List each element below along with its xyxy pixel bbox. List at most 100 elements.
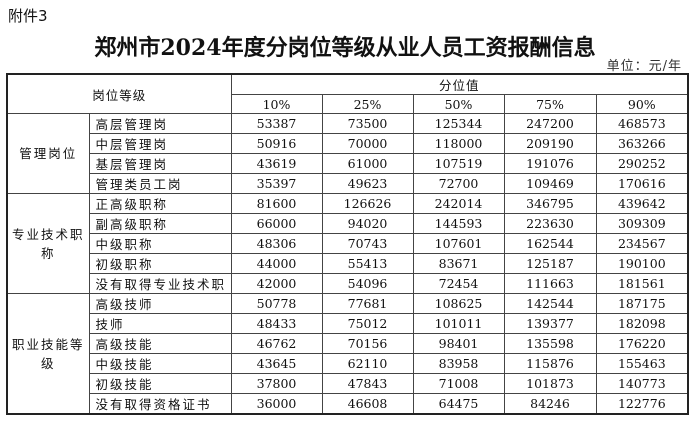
header-quantile: 分位值 [230, 73, 689, 95]
value-cell: 346795 [503, 193, 597, 214]
value-cell: 48306 [230, 233, 323, 254]
category-cell: 管理岗位 [6, 113, 90, 194]
header-job-level: 岗位等级 [6, 73, 232, 114]
value-cell: 144593 [412, 213, 505, 234]
value-cell: 37800 [230, 373, 323, 394]
value-cell: 83671 [412, 253, 505, 274]
value-cell: 209190 [503, 133, 597, 154]
value-cell: 162544 [503, 233, 597, 254]
value-cell: 234567 [595, 233, 689, 254]
table-row: 没有取得资格证书 36000 46608 64475 84246 122776 [7, 393, 689, 415]
table-row: 技师 48433 75012 101011 139377 182098 [7, 313, 689, 334]
value-cell: 135598 [503, 333, 597, 354]
job-level-cell: 技师 [88, 313, 232, 334]
job-level-cell: 没有取得专业技术职 [88, 273, 232, 294]
value-cell: 83958 [412, 353, 505, 374]
table-row: 没有取得专业技术职 42000 54096 72454 111663 181561 [7, 273, 689, 294]
value-cell: 64475 [412, 393, 505, 415]
value-cell: 61000 [321, 153, 414, 174]
value-cell: 101011 [412, 313, 505, 334]
value-cell: 191076 [503, 153, 597, 174]
value-cell: 62110 [321, 353, 414, 374]
value-cell: 71008 [412, 373, 505, 394]
job-level-cell: 正高级职称 [88, 193, 232, 214]
page-title: 郑州市2024年度分岗位等级从业人员工资报酬信息 [94, 35, 596, 61]
value-cell: 125187 [503, 253, 597, 274]
value-cell: 125344 [412, 113, 505, 134]
value-cell: 109469 [503, 173, 597, 194]
value-cell: 75012 [321, 313, 414, 334]
value-cell: 190100 [595, 253, 689, 274]
value-cell: 101873 [503, 373, 597, 394]
table-row: 专业技术职称 正高级职称 81600 126626 242014 346795 439642 [6, 193, 689, 294]
job-level-cell: 管理类员工岗 [88, 173, 232, 194]
job-level-cell: 高级技能 [88, 333, 232, 354]
value-cell: 35397 [230, 173, 323, 194]
value-cell: 309309 [595, 213, 689, 234]
table-row: 管理类员工岗 35397 49623 72700 109469 170616 [7, 173, 689, 194]
value-cell: 142544 [503, 293, 597, 314]
value-cell: 47843 [321, 373, 414, 394]
salary-table: 岗位等级 分位值 10% 25% 50% 75% 90% 管理岗位 高层管理岗 53387 7… [6, 73, 690, 415]
value-cell: 50916 [230, 133, 323, 154]
value-cell: 53387 [230, 113, 323, 134]
header-percentile: 90% [595, 94, 689, 114]
value-cell: 50778 [230, 293, 323, 314]
table-row: 高级技能 46762 70156 98401 135598 176220 [7, 333, 689, 354]
table-row: 管理岗位 高层管理岗 53387 73500 125344 247200 468573 [6, 113, 689, 194]
value-cell: 48433 [230, 313, 323, 334]
value-cell: 42000 [230, 273, 323, 294]
value-cell: 84246 [503, 393, 597, 415]
value-cell: 70156 [321, 333, 414, 354]
value-cell: 72700 [412, 173, 505, 194]
job-level-cell: 基层管理岗 [88, 153, 232, 174]
value-cell: 70743 [321, 233, 414, 254]
value-cell: 468573 [595, 113, 689, 134]
value-cell: 94020 [321, 213, 414, 234]
value-cell: 118000 [412, 133, 505, 154]
value-cell: 108625 [412, 293, 505, 314]
table-row: 中级职称 48306 70743 107601 162544 234567 [7, 233, 689, 254]
table-row: 副高级职称 66000 94020 144593 223630 309309 [7, 213, 689, 234]
job-level-cell: 中层管理岗 [88, 133, 232, 154]
value-cell: 139377 [503, 313, 597, 334]
header-percentile: 75% [503, 94, 597, 114]
value-cell: 439642 [595, 193, 689, 214]
value-cell: 49623 [321, 173, 414, 194]
table-row: 初级职称 44000 55413 83671 125187 190100 [7, 253, 689, 274]
value-cell: 140773 [595, 373, 689, 394]
value-cell: 107601 [412, 233, 505, 254]
value-cell: 36000 [230, 393, 323, 415]
job-level-cell: 高层管理岗 [88, 113, 232, 134]
job-level-cell: 初级技能 [88, 373, 232, 394]
value-cell: 72454 [412, 273, 505, 294]
value-cell: 170616 [595, 173, 689, 194]
value-cell: 46762 [230, 333, 323, 354]
job-level-cell: 没有取得资格证书 [88, 393, 232, 415]
value-cell: 70000 [321, 133, 414, 154]
value-cell: 223630 [503, 213, 597, 234]
value-cell: 155463 [595, 353, 689, 374]
value-cell: 98401 [412, 333, 505, 354]
table-row: 职业技能等级 高级技师 50778 77681 108625 142544 187175 [6, 293, 689, 415]
table-row: 初级技能 37800 47843 71008 101873 140773 [7, 373, 689, 394]
value-cell: 126626 [321, 193, 414, 214]
table-row: 基层管理岗 43619 61000 107519 191076 290252 [7, 153, 689, 174]
value-cell: 81600 [230, 193, 323, 214]
header-percentile: 10% [230, 94, 323, 114]
value-cell: 55413 [321, 253, 414, 274]
value-cell: 46608 [321, 393, 414, 415]
value-cell: 54096 [321, 273, 414, 294]
value-cell: 363266 [595, 133, 689, 154]
value-cell: 176220 [595, 333, 689, 354]
value-cell: 122776 [595, 393, 689, 415]
value-cell: 66000 [230, 213, 323, 234]
value-cell: 107519 [412, 153, 505, 174]
value-cell: 115876 [503, 353, 597, 374]
table-row: 中级技能 43645 62110 83958 115876 155463 [7, 353, 689, 374]
unit-label: 单位：元/年 [606, 59, 682, 74]
attachment-label: 附件3 [8, 7, 48, 25]
job-level-cell: 中级职称 [88, 233, 232, 254]
value-cell: 181561 [595, 273, 689, 294]
value-cell: 44000 [230, 253, 323, 274]
